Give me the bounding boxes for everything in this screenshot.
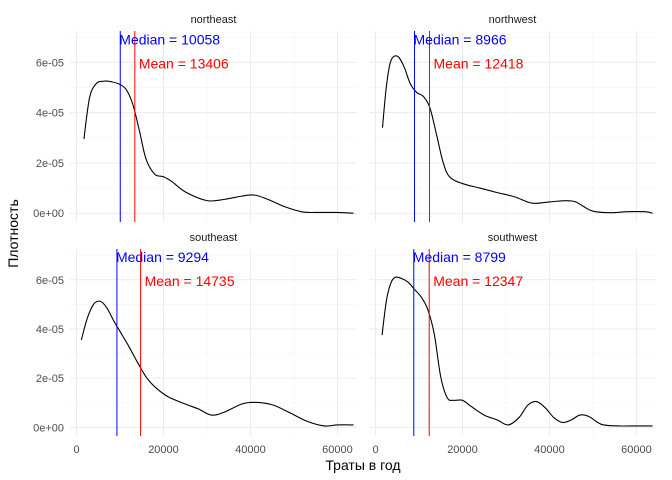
x-axis-title: Траты в год [325, 457, 400, 473]
mean-annotation: Mean = 13406 [139, 56, 229, 72]
mean-annotation: Mean = 12347 [433, 273, 523, 289]
facet-panels: northeast Median = 10058 Mean = 13406 0e+00… [33, 14, 656, 456]
panel-southeast: southeast Median = 9294 Mean = 14735 0e+00 2… [33, 232, 357, 456]
panel-southwest: southwest Median = 8799 Mean = 12347 0 20000… [369, 232, 656, 456]
y-tick-label: 6e-05 [36, 275, 64, 287]
facet-strip-label: northwest [489, 14, 537, 26]
y-tick-label: 2e-05 [36, 158, 64, 170]
panel-northwest: northwest Median = 8966 Mean = 12418 [369, 14, 656, 222]
x-tick-label: 20000 [148, 444, 179, 456]
median-annotation: Median = 8799 [413, 249, 506, 265]
x-tick-label: 40000 [235, 444, 266, 456]
y-tick-label: 4e-05 [36, 324, 64, 336]
density-curve [381, 55, 653, 214]
y-tick-label: 0e+00 [33, 208, 64, 220]
median-annotation: Median = 10058 [119, 31, 220, 47]
x-tick-label: 40000 [534, 444, 565, 456]
mean-annotation: Mean = 14735 [145, 273, 235, 289]
median-annotation: Median = 8966 [414, 31, 507, 47]
y-tick-label: 0e+00 [33, 422, 64, 434]
x-tick-label: 60000 [322, 444, 353, 456]
facet-strip-label: northeast [191, 14, 237, 26]
y-tick-label: 2e-05 [36, 373, 64, 385]
density-curve [83, 80, 354, 214]
panel-northeast: northeast Median = 10058 Mean = 13406 0e+00… [33, 14, 357, 222]
density-curve [80, 300, 354, 427]
x-tick-label: 0 [372, 444, 378, 456]
y-tick-label: 4e-05 [36, 108, 64, 120]
mean-annotation: Mean = 12418 [434, 56, 524, 72]
x-tick-label: 60000 [621, 444, 652, 456]
y-axis-title: Плотность [5, 199, 21, 268]
facet-strip-label: southeast [190, 232, 238, 244]
median-annotation: Median = 9294 [116, 249, 209, 265]
facet-strip-label: southwest [488, 232, 538, 244]
x-tick-label: 0 [73, 444, 79, 456]
y-tick-label: 6e-05 [36, 57, 64, 69]
x-tick-label: 20000 [447, 444, 478, 456]
density-curve [381, 276, 653, 427]
